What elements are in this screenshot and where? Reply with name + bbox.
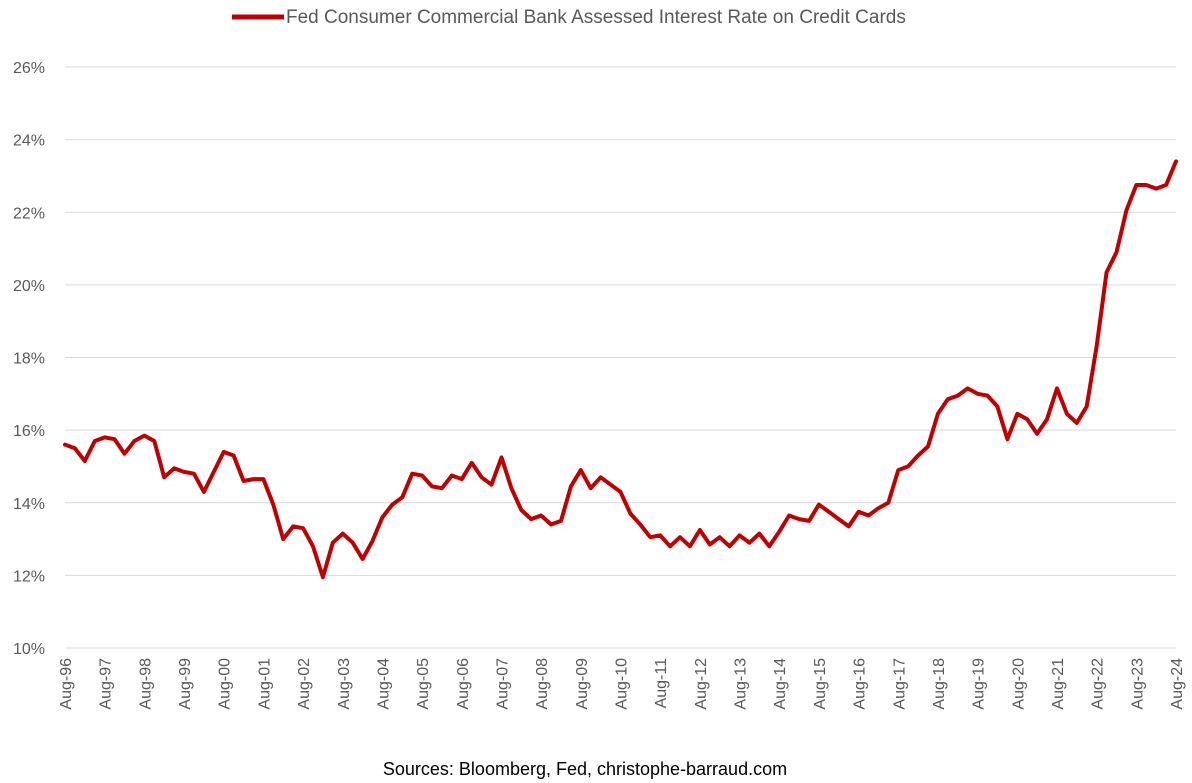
x-tick-label: Aug-15 xyxy=(812,658,829,710)
x-tick-label: Aug-02 xyxy=(296,658,313,710)
x-tick-label: Aug-14 xyxy=(772,658,789,710)
y-tick-label: 14% xyxy=(13,496,45,513)
y-tick-label: 10% xyxy=(13,641,45,658)
y-axis: 10% 12% 14% 16% 18% 20% 22% 24% 26% xyxy=(13,60,45,658)
x-axis: Aug-96 Aug-97 Aug-98 Aug-99 Aug-00 Aug-01 Aug-… xyxy=(58,658,1186,710)
x-tick-label: Aug-23 xyxy=(1129,658,1146,710)
series-line-credit-card-rate xyxy=(63,159,1178,580)
y-tick-label: 26% xyxy=(13,60,45,77)
x-tick-label: Aug-20 xyxy=(1010,658,1027,710)
x-tick-label: Aug-96 xyxy=(58,658,75,710)
y-tick-label: 20% xyxy=(13,278,45,295)
source-note: Sources: Bloomberg, Fed, christophe-barr… xyxy=(383,759,787,779)
x-tick-label: Aug-22 xyxy=(1090,658,1107,710)
x-tick-label: Aug-10 xyxy=(614,658,631,710)
x-tick-label: Aug-08 xyxy=(534,658,551,710)
x-tick-label: Aug-21 xyxy=(1050,658,1067,710)
x-tick-label: Aug-97 xyxy=(98,658,115,710)
x-tick-label: Aug-00 xyxy=(217,658,234,710)
x-tick-label: Aug-17 xyxy=(891,658,908,710)
x-tick-label: Aug-18 xyxy=(931,658,948,710)
y-tick-label: 22% xyxy=(13,205,45,222)
x-tick-label: Aug-06 xyxy=(455,658,472,710)
x-tick-label: Aug-11 xyxy=(653,658,670,709)
x-tick-label: Aug-24 xyxy=(1169,658,1186,710)
y-tick-label: 16% xyxy=(13,423,45,440)
y-tick-label: 24% xyxy=(13,133,45,150)
x-tick-label: Aug-07 xyxy=(494,658,511,710)
grid-lines xyxy=(65,66,1176,649)
legend-label: Fed Consumer Commercial Bank Assessed In… xyxy=(286,7,906,28)
x-tick-label: Aug-04 xyxy=(375,658,392,710)
x-tick-label: Aug-01 xyxy=(256,658,273,710)
series-layer xyxy=(63,159,1178,580)
x-tick-label: Aug-16 xyxy=(852,658,869,710)
y-tick-label: 18% xyxy=(13,351,45,368)
x-tick-label: Aug-09 xyxy=(574,658,591,710)
x-tick-label: Aug-98 xyxy=(137,658,154,710)
x-tick-label: Aug-12 xyxy=(693,658,710,710)
x-tick-label: Aug-03 xyxy=(336,658,353,710)
y-tick-label: 12% xyxy=(13,568,45,585)
x-tick-label: Aug-13 xyxy=(733,658,750,710)
x-tick-label: Aug-05 xyxy=(415,658,432,710)
x-tick-label: Aug-19 xyxy=(971,658,988,710)
chart-legend: Fed Consumer Commercial Bank Assessed In… xyxy=(232,7,906,28)
x-tick-label: Aug-99 xyxy=(177,658,194,710)
